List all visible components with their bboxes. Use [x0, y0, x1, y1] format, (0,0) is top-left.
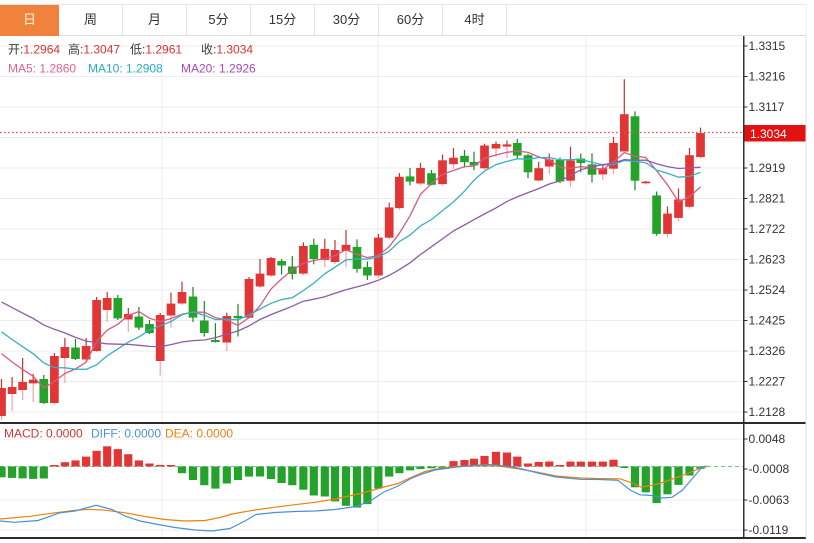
svg-text:1.2326: 1.2326: [749, 344, 786, 358]
svg-text:-0.0063: -0.0063: [749, 493, 790, 507]
svg-text:1.2425: 1.2425: [749, 314, 786, 328]
svg-text:1.3117: 1.3117: [749, 100, 785, 114]
svg-text:1.2919: 1.2919: [749, 161, 786, 175]
svg-text:-0.0008: -0.0008: [749, 462, 790, 476]
svg-text:MA10: 1.2908: MA10: 1.2908: [88, 62, 163, 76]
svg-text:1.2524: 1.2524: [749, 283, 786, 297]
svg-text:MACD: 0.0000: MACD: 0.0000: [4, 427, 83, 441]
svg-text:0.0048: 0.0048: [749, 432, 786, 446]
svg-text:1.3315: 1.3315: [749, 39, 786, 53]
svg-text:DIFF: 0.0000: DIFF: 0.0000: [91, 427, 161, 441]
svg-text:1.2128: 1.2128: [749, 405, 786, 419]
svg-text:MA5: 1.2860: MA5: 1.2860: [8, 62, 76, 76]
svg-text:高:1.3047: 高:1.3047: [68, 42, 120, 57]
svg-text:开:1.2964: 开:1.2964: [8, 43, 60, 57]
svg-text:1.2821: 1.2821: [749, 192, 786, 206]
svg-text:1.2722: 1.2722: [749, 222, 786, 236]
svg-text:低:1.2961: 低:1.2961: [130, 43, 182, 57]
svg-text:1.2227: 1.2227: [749, 375, 786, 389]
svg-text:收:1.3034: 收:1.3034: [201, 43, 253, 57]
svg-text:1.3216: 1.3216: [749, 70, 786, 84]
svg-text:MA20: 1.2926: MA20: 1.2926: [181, 62, 256, 76]
svg-text:-0.0119: -0.0119: [749, 523, 789, 537]
svg-text:1.2623: 1.2623: [749, 253, 786, 267]
svg-text:1.3034: 1.3034: [750, 127, 787, 141]
svg-text:DEA: 0.0000: DEA: 0.0000: [165, 427, 233, 441]
